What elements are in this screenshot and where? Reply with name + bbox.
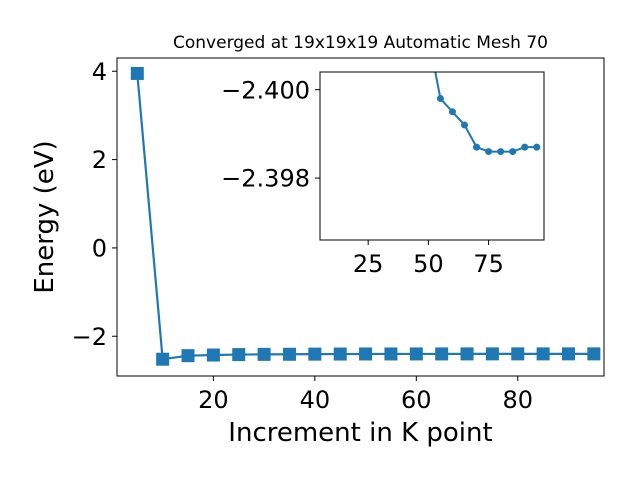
inset-data-point: [436, 95, 444, 103]
inset-plot-area: [320, 72, 544, 240]
inset-axes: 25 50 75 −2.400 −2.398: [221, 71, 545, 278]
main-data-point: [435, 347, 449, 361]
inset-series-line: [434, 72, 538, 153]
x-axis-label: Increment in K point: [228, 418, 492, 448]
inset-data-point: [461, 121, 469, 129]
main-data-point: [130, 66, 144, 80]
main-x-ticks: 20 40 60 80: [198, 376, 533, 414]
main-data-point: [333, 347, 347, 361]
main-data-point: [536, 347, 550, 361]
main-data-point: [156, 352, 170, 366]
main-data-point: [384, 347, 398, 361]
inset-plot-frame: [319, 71, 545, 241]
inset-y-tick-label: −2.400: [221, 76, 310, 104]
main-y-tick-label: −2: [72, 323, 107, 351]
main-data-point: [485, 347, 499, 361]
main-data-point: [587, 347, 601, 361]
chart-title: Converged at 19x19x19 Automatic Mesh 70: [173, 33, 548, 53]
main-x-tick-label: 80: [502, 386, 533, 414]
inset-y-tick-label: −2.398: [221, 165, 310, 193]
main-data-point: [282, 347, 296, 361]
main-data-point: [308, 347, 322, 361]
main-series-group: [130, 66, 601, 366]
inset-data-point: [473, 143, 481, 151]
inset-x-tick-label: 25: [353, 250, 384, 278]
inset-data-point: [497, 148, 505, 156]
main-data-point: [460, 347, 474, 361]
main-data-point: [359, 347, 373, 361]
inset-x-tick-label: 75: [473, 250, 504, 278]
main-data-point: [409, 347, 423, 361]
inset-x-tick-label: 50: [413, 250, 444, 278]
inset-data-point: [485, 148, 493, 156]
main-data-point: [206, 348, 220, 362]
main-data-point: [561, 347, 575, 361]
inset-data-point: [521, 143, 529, 151]
inset-x-ticks: 25 50 75: [353, 240, 504, 278]
main-y-tick-label: 0: [92, 235, 107, 263]
main-y-tick-label: 4: [92, 58, 107, 86]
main-data-point: [232, 348, 246, 362]
inset-data-point: [509, 148, 517, 156]
main-x-tick-label: 40: [300, 386, 331, 414]
main-x-tick-label: 60: [401, 386, 432, 414]
y-axis-label: Energy (eV): [30, 140, 60, 293]
inset-data-point: [448, 108, 456, 116]
main-x-tick-label: 20: [198, 386, 229, 414]
main-data-point: [257, 347, 271, 361]
inset-y-ticks: −2.400 −2.398: [221, 76, 320, 193]
main-y-tick-label: 2: [92, 146, 107, 174]
main-y-ticks: −2 0 2 4: [72, 58, 117, 351]
inset-data-point: [533, 143, 541, 151]
main-plot-frame: [116, 57, 605, 377]
main-data-point: [181, 349, 195, 363]
inset-series-group: [434, 72, 541, 156]
main-data-point: [511, 347, 525, 361]
